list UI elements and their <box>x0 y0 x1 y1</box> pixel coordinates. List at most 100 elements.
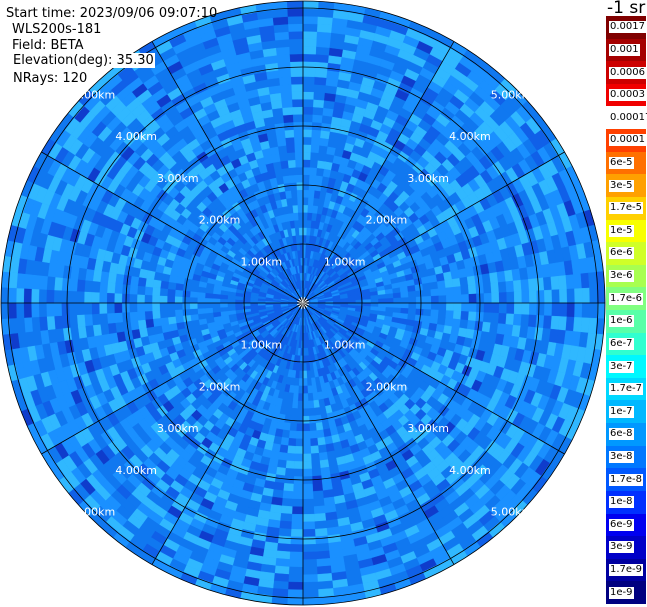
ppi-cell <box>407 290 417 298</box>
ppi-cell <box>91 313 101 326</box>
colorbar-tick-label: 1e-7 <box>609 405 634 418</box>
ppi-cell <box>302 506 315 515</box>
ppi-cell <box>294 453 304 462</box>
ppi-cell <box>212 307 221 313</box>
ppi-cell <box>315 535 329 545</box>
ppi-cell <box>311 129 322 139</box>
ppi-cell <box>377 294 387 300</box>
ppi-cell <box>38 302 47 318</box>
ppi-cell <box>535 277 545 291</box>
ppi-cell <box>293 212 299 221</box>
ppi-cell <box>452 310 462 320</box>
elevation-label: Elevation(deg): 35.30 <box>12 53 155 68</box>
ppi-cell <box>160 280 169 290</box>
ppi-cell <box>399 286 409 293</box>
ppi-cell <box>299 234 304 243</box>
ppi-cell <box>302 393 309 402</box>
ppi-cell <box>76 314 86 327</box>
ppi-cell <box>453 302 462 312</box>
ppi-cell <box>106 302 115 314</box>
range-ring-label: 3.00km <box>157 422 199 435</box>
ppi-cell <box>348 300 357 304</box>
ppi-cell <box>275 550 291 560</box>
ppi-cell <box>316 31 332 41</box>
ppi-cell <box>445 310 455 320</box>
ppi-cell <box>302 136 312 145</box>
ppi-cell <box>312 114 323 124</box>
ppi-cell <box>8 287 17 304</box>
ppi-cell <box>31 274 41 290</box>
ppi-cell <box>580 317 590 334</box>
ppi-cell <box>151 286 161 296</box>
ppi-cell <box>280 505 293 515</box>
ppi-cell <box>528 302 538 316</box>
ppi-cell <box>106 282 116 294</box>
ppi-cell <box>302 348 306 357</box>
ppi-data-rays <box>0 0 606 606</box>
colorbar-tick-label: 6e-9 <box>609 518 634 531</box>
ppi-cell <box>483 292 492 304</box>
field-label: Field: BETA <box>12 38 84 53</box>
ppi-cell <box>174 309 184 317</box>
ppi-cell <box>498 302 508 314</box>
ppi-cell <box>287 581 304 591</box>
ppi-cell <box>292 498 304 508</box>
ppi-cell <box>282 490 294 500</box>
ppi-cell <box>151 302 160 312</box>
ppi-cell <box>317 152 327 162</box>
ppi-cell <box>430 309 439 318</box>
ppi-cell <box>302 491 314 500</box>
ppi-cell <box>565 274 575 290</box>
ppi-cell <box>189 302 198 310</box>
ppi-cell <box>302 589 319 598</box>
ppi-cell <box>300 249 304 258</box>
ppi-cell <box>99 313 108 325</box>
ppi-cell <box>317 16 334 26</box>
ppi-cell <box>302 83 315 93</box>
ppi-cell <box>302 8 319 17</box>
ppi-cell <box>307 385 313 394</box>
ppi-cell <box>181 302 191 310</box>
ppi-cell <box>513 302 523 315</box>
ppi-cell <box>392 292 402 299</box>
ppi-cell <box>288 23 304 32</box>
colorbar-tick-label: 3e-5 <box>609 179 634 192</box>
ppi-cell <box>453 294 462 304</box>
ppi-cell <box>46 289 55 304</box>
ppi-cell <box>175 315 184 324</box>
ppi-cell <box>414 283 424 292</box>
ppi-cell <box>297 197 304 206</box>
ppi-cell <box>227 306 236 312</box>
ppi-cell <box>23 302 32 318</box>
ppi-cell <box>23 317 33 333</box>
ppi-cell <box>315 46 331 56</box>
ppi-cell <box>520 314 530 327</box>
ppi-cell <box>309 437 319 447</box>
ppi-cell <box>275 46 291 56</box>
ppi-cell <box>309 167 318 176</box>
ppi-cell <box>467 311 477 322</box>
ppi-cell <box>288 30 304 40</box>
ppi-cell <box>513 279 522 293</box>
ppi-cell <box>53 315 63 330</box>
ppi-cell <box>302 30 318 40</box>
ppi-cell <box>313 505 326 515</box>
ppi-cell <box>306 377 312 387</box>
ppi-cell <box>528 314 537 328</box>
ppi-cell <box>197 313 207 320</box>
ppi-cell <box>234 302 243 307</box>
ppi-cell <box>573 317 583 333</box>
ppi-cell <box>302 53 317 62</box>
ppi-cell <box>311 460 321 470</box>
ppi-cell <box>278 69 292 78</box>
ppi-cell <box>23 288 32 304</box>
ppi-cell <box>280 91 293 101</box>
ppi-cell <box>277 145 288 155</box>
ppi-cell <box>129 293 138 304</box>
ppi-cell <box>174 289 184 297</box>
ppi-cell <box>430 288 439 297</box>
ppi-cell <box>318 451 329 461</box>
range-ring-label: 1.00km <box>324 339 366 352</box>
ppi-cell <box>8 302 17 319</box>
ppi-cell <box>393 302 402 309</box>
